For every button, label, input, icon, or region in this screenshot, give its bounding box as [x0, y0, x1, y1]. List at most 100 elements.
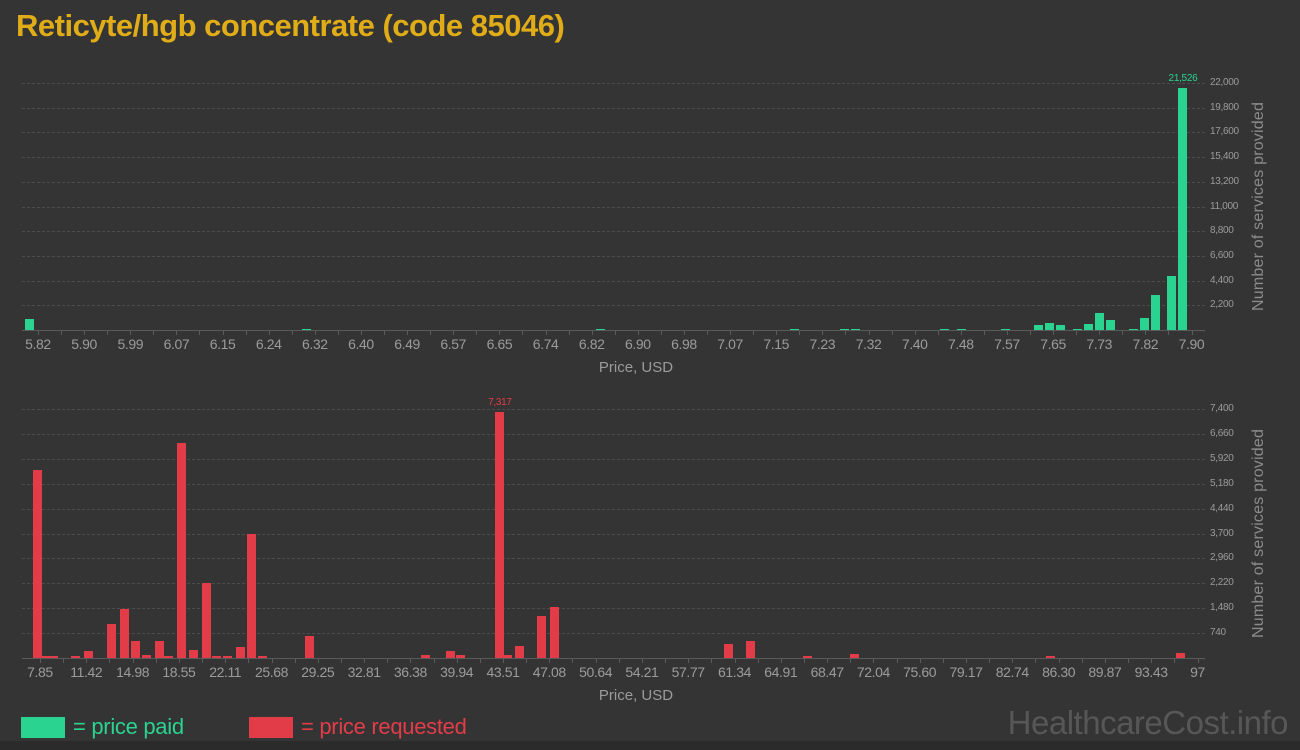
paid-bar[interactable] [302, 328, 312, 330]
x-tick-label: 7.07 [717, 336, 743, 352]
requested-bar[interactable] [849, 653, 859, 658]
axis-tick [983, 331, 985, 335]
paid-bar[interactable] [1084, 324, 1094, 330]
paid-bar[interactable] [596, 328, 606, 330]
paid-bar[interactable] [840, 328, 850, 330]
requested-bar[interactable] [39, 655, 49, 658]
axis-tick [799, 331, 801, 335]
paid-bar[interactable] [1034, 325, 1044, 330]
paid-bar[interactable] [956, 328, 966, 330]
requested-bar[interactable] [177, 443, 187, 658]
requested-bar[interactable] [247, 533, 257, 658]
x-tick-label: 50.64 [579, 664, 613, 680]
gridline [22, 157, 1205, 159]
axis-tick [1145, 331, 1147, 335]
x-tick-label: 7.48 [947, 336, 974, 352]
paid-bar[interactable] [24, 319, 34, 330]
paid-bar[interactable] [1000, 328, 1010, 330]
gridline [22, 305, 1205, 307]
x-tick-label: 36.38 [393, 664, 427, 680]
axis-tick [919, 659, 921, 663]
requested-bar[interactable] [514, 645, 524, 658]
axis-tick [384, 331, 386, 335]
requested-bar[interactable] [446, 650, 456, 658]
axis-tick [641, 659, 643, 663]
y-tick-label: 19,800 [1210, 101, 1239, 113]
axis-tick [591, 331, 593, 335]
requested-bar[interactable] [503, 654, 513, 658]
x-tick-label: 5.90 [71, 336, 97, 352]
axis-tick [245, 331, 247, 335]
requested-bar[interactable] [257, 656, 267, 658]
axis-tick [433, 659, 435, 663]
requested-bar[interactable] [142, 655, 152, 658]
price-paid-swatch [21, 717, 65, 738]
axis-tick [222, 331, 224, 335]
paid-bar[interactable] [1106, 319, 1116, 330]
requested-bar[interactable] [107, 624, 117, 658]
gridline [22, 608, 1205, 610]
requested-bar[interactable] [803, 655, 813, 658]
x-tick-label: 97 [1190, 664, 1205, 680]
requested-bar[interactable] [1045, 655, 1055, 658]
x-tick-label: 72.04 [856, 664, 890, 680]
x-tick-label: 7.57 [994, 336, 1020, 352]
y-tick-label: 5,180 [1210, 477, 1234, 489]
paid-bar[interactable] [851, 328, 861, 330]
paid-bar[interactable] [1045, 323, 1055, 330]
paid-bar[interactable] [1056, 324, 1066, 330]
axis-tick [499, 331, 501, 335]
gridline [22, 433, 1205, 435]
x-tick-label: 6.57 [440, 336, 467, 352]
requested-bar[interactable] [188, 649, 198, 658]
x-tick-label: 6.49 [394, 336, 420, 352]
y-tick-label: 2,960 [1210, 552, 1234, 564]
x-tick-label: 7.65 [1040, 336, 1066, 352]
x-tick-label: 43.51 [486, 664, 520, 680]
paid-bar[interactable] [1073, 328, 1083, 330]
requested-bar[interactable] [120, 609, 130, 658]
requested-bar[interactable] [745, 640, 755, 658]
axis-tick [1128, 659, 1130, 663]
axis-tick [1012, 659, 1014, 663]
requested-bar[interactable] [83, 650, 93, 658]
paid-bar[interactable] [1095, 312, 1105, 330]
paid-bar[interactable] [1128, 328, 1138, 330]
paid-bar[interactable] [1139, 318, 1149, 330]
requested-bar[interactable] [1175, 652, 1185, 658]
requested-bar[interactable] [723, 643, 733, 658]
paid-bar[interactable] [1178, 88, 1188, 330]
requested-bar[interactable] [212, 655, 222, 658]
requested-bar[interactable] [304, 636, 314, 658]
x-tick-label: 7.23 [809, 336, 836, 352]
requested-bar[interactable] [495, 411, 505, 658]
paid-bar[interactable] [1167, 276, 1177, 330]
axis-tick [476, 331, 478, 335]
requested-bar[interactable] [32, 469, 42, 658]
requested-bar[interactable] [155, 640, 165, 658]
paid-bar[interactable] [939, 328, 949, 330]
requested-bar[interactable] [48, 656, 58, 658]
y-tick-label: 11,000 [1210, 200, 1239, 212]
axis-tick [337, 331, 339, 335]
requested-bar[interactable] [201, 582, 211, 658]
axis-tick [225, 659, 227, 663]
requested-bar[interactable] [456, 654, 466, 658]
requested-bar[interactable] [536, 615, 546, 658]
axis-tick [407, 331, 409, 335]
paid-bar[interactable] [1150, 295, 1160, 330]
x-axis-title: Price, USD [598, 359, 674, 376]
requested-bar[interactable] [549, 606, 559, 658]
requested-bar[interactable] [235, 646, 245, 658]
requested-bar[interactable] [421, 654, 431, 658]
x-tick-label: 7.90 [1178, 336, 1205, 352]
price-requested-swatch [249, 717, 293, 738]
axis-tick [618, 659, 620, 663]
x-tick-label: 6.90 [624, 336, 651, 352]
requested-bar[interactable] [70, 656, 80, 658]
paid-bar[interactable] [790, 328, 800, 330]
requested-bar[interactable] [164, 656, 174, 658]
gridline [22, 583, 1205, 585]
requested-bar[interactable] [130, 640, 140, 658]
requested-bar[interactable] [222, 655, 232, 658]
